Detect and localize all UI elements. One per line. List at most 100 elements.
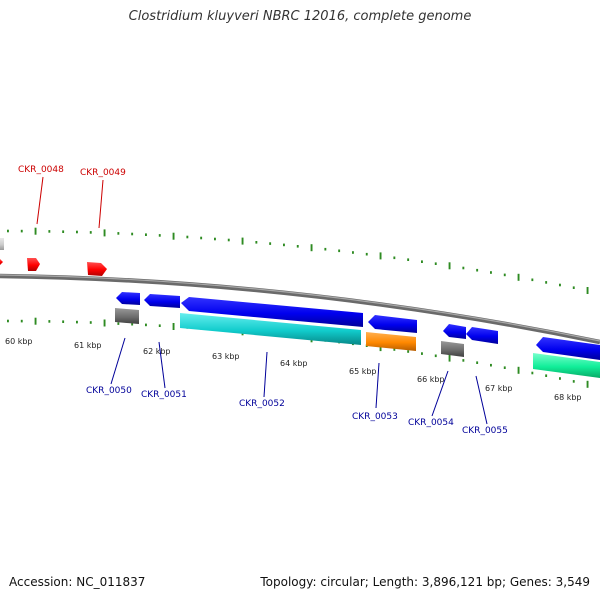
gene-lower-partial-blue [536,337,600,360]
gene-label-ckr-0055: CKR_0055 [462,426,508,436]
upper-track-minor-tick [200,236,203,240]
lower-track-major-tick [586,380,589,388]
upper-track-major-tick [172,232,175,240]
upper-track-major-tick [517,273,520,281]
lower-track-minor-tick [76,320,78,324]
lower-track-minor-tick [421,352,423,355]
gene-ckr-0050-arrow [116,292,140,305]
lower-track-minor-tick [89,321,92,324]
lower-track-minor-tick [407,350,410,353]
feature-gray-ckr-0050 [115,308,139,324]
upper-track-major-tick [103,229,106,237]
upper-track-major-tick [34,227,37,235]
feature-cyan-ckr-0052 [180,313,361,345]
callout-line-ckr-0050 [110,337,126,385]
lower-track-major-tick [379,344,382,352]
upper-track-minor-tick [365,252,368,256]
upper-track-minor-tick [62,230,65,233]
upper-track-minor-tick [545,281,548,284]
upper-track-minor-tick [352,251,354,254]
upper-tick-track [7,227,589,294]
upper-track-minor-tick [269,242,272,245]
callout-line-ckr-0054 [431,370,449,417]
gene-ckr-0052-arrow [181,297,363,327]
lower-track-minor-tick [434,354,437,358]
upper-track-minor-tick [255,241,258,244]
upper-track-minor-tick [407,258,410,261]
kbp-label-66: 66 kbp [417,375,445,384]
upper-track-minor-tick [131,232,134,236]
kbp-label-67: 67 kbp [485,384,513,393]
upper-track-minor-tick [158,234,161,237]
lower-track-minor-tick [145,323,147,327]
callout-line-ckr-0049 [98,179,104,229]
upper-track-minor-tick [227,238,230,242]
upper-track-major-tick [448,262,451,270]
lower-track-minor-tick [545,374,548,377]
gene-upper-partial-gray [0,238,4,250]
upper-track-minor-tick [503,273,506,277]
upper-track-minor-tick [572,286,575,289]
gene-label-ckr-0053: CKR_0053 [352,412,398,422]
upper-track-minor-tick [296,245,299,248]
lower-track-minor-tick [503,366,506,369]
upper-track-minor-tick [89,231,92,234]
upper-track-minor-tick [490,271,492,274]
kbp-label-64: 64 kbp [280,359,308,368]
gene-label-ckr-0049: CKR_0049 [80,168,126,178]
upper-track-minor-tick [559,283,561,287]
callout-line-ckr-0053 [375,362,380,409]
upper-track-minor-tick [421,260,423,263]
genome-backbone-highlight [0,274,600,342]
genome-title: Clostridium kluyveri NBRC 12016, complet… [128,9,472,24]
lower-track-major-tick [448,354,451,362]
upper-track-minor-tick [117,232,120,235]
upper-track-minor-tick [186,235,189,239]
feature-gray-ckr-0054 [441,341,464,357]
upper-track-minor-tick [324,247,327,251]
upper-track-minor-tick [214,237,216,241]
lower-track-minor-tick [476,361,479,364]
lower-track-minor-tick [158,324,161,327]
upper-track-minor-tick [338,249,341,253]
kbp-label-61: 61 kbp [74,341,102,350]
upper-track-minor-tick [76,230,78,234]
upper-track-minor-tick [393,256,396,260]
lower-track-minor-tick [531,371,534,375]
kbp-label-63: 63 kbp [212,352,240,361]
lower-track-minor-tick [62,320,65,323]
callout-line-ckr-0052 [263,351,268,398]
feature-green-partial [533,353,600,378]
kbp-label-62: 62 kbp [143,347,171,356]
lower-track-minor-tick [20,319,23,323]
lower-track-minor-tick [117,322,120,325]
gene-label-ckr-0048: CKR_0048 [18,165,64,175]
lower-track-minor-tick [393,348,396,351]
lower-track-minor-tick [559,377,561,380]
upper-track-minor-tick [48,230,51,233]
lower-track-minor-tick [48,320,51,323]
kbp-label-60: 60 kbp [5,337,33,346]
lower-track-minor-tick [572,380,575,383]
genome-backbone [0,273,600,345]
kbp-label-65: 65 kbp [349,367,377,376]
upper-track-minor-tick [283,243,285,247]
gene-label-ckr-0050: CKR_0050 [86,386,132,396]
upper-track-minor-tick [20,229,23,233]
gene-label-ckr-0054: CKR_0054 [408,418,454,428]
callout-line-ckr-0048 [36,176,44,225]
gene-upper-partial-red [0,259,3,265]
lower-track-major-tick [34,317,37,325]
callout-line-ckr-0051 [158,341,166,389]
gene-ckr-0048 [27,258,40,271]
gene-ckr-0051-arrow [144,294,180,308]
lower-track-major-tick [103,319,106,327]
upper-track-minor-tick [434,262,437,265]
lower-track-minor-tick [462,359,465,362]
genome-summary-label: Topology: circular; Length: 3,896,121 bp… [260,575,590,589]
lower-track-minor-tick [490,363,492,367]
upper-track-minor-tick [145,233,147,236]
gene-ckr-0055-arrow [466,327,498,344]
lower-track-minor-tick [7,319,9,323]
